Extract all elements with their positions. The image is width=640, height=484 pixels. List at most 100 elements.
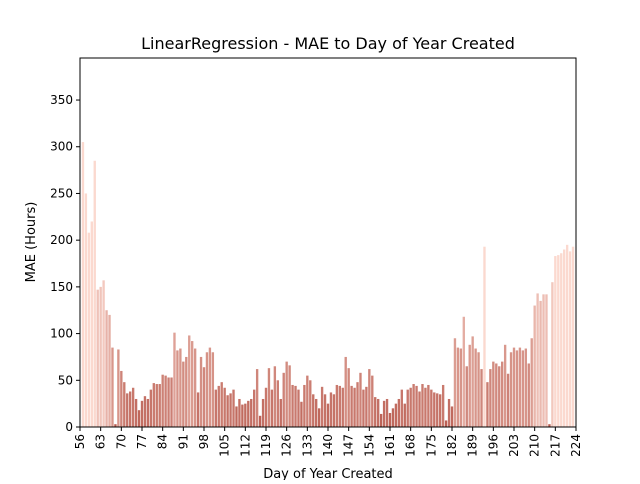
bar xyxy=(527,363,530,427)
bar xyxy=(444,420,448,427)
bar xyxy=(323,394,327,427)
x-tick-label: 203 xyxy=(507,434,521,457)
bar xyxy=(155,384,158,427)
bar xyxy=(114,424,117,427)
bar xyxy=(356,382,359,427)
bar xyxy=(123,382,126,427)
bar xyxy=(341,387,344,427)
bar xyxy=(347,368,350,427)
bar xyxy=(152,383,155,427)
bar xyxy=(436,393,439,427)
bar xyxy=(255,369,259,427)
x-tick-label: 161 xyxy=(383,434,397,457)
x-tick-label: 105 xyxy=(218,434,232,457)
bar xyxy=(394,403,398,427)
x-tick-label: 182 xyxy=(445,434,459,457)
bar xyxy=(273,366,277,427)
bar xyxy=(315,398,318,427)
x-tick-label: 224 xyxy=(569,434,583,457)
bar xyxy=(126,393,129,427)
bar xyxy=(439,394,442,427)
bar xyxy=(501,361,504,427)
bar xyxy=(353,387,356,427)
bar xyxy=(536,293,539,427)
y-tick-label: 100 xyxy=(50,327,73,341)
bar xyxy=(329,392,333,427)
bar xyxy=(164,375,167,427)
bar xyxy=(533,305,536,427)
bar xyxy=(317,408,321,427)
bar xyxy=(359,372,362,427)
bar xyxy=(489,369,492,427)
bar xyxy=(441,384,445,427)
bar xyxy=(503,344,507,427)
y-axis-label: MAE (Hours) xyxy=(24,202,39,283)
bar xyxy=(258,415,262,427)
bar xyxy=(415,385,418,427)
bar xyxy=(397,398,401,427)
bar xyxy=(486,382,489,427)
bar xyxy=(232,389,235,427)
bar xyxy=(571,246,575,427)
bar xyxy=(465,366,468,427)
bar xyxy=(267,368,271,427)
bar xyxy=(371,375,374,427)
bar xyxy=(202,367,206,427)
bar xyxy=(188,335,191,427)
bar xyxy=(379,413,383,427)
bar xyxy=(477,352,480,427)
bar xyxy=(102,280,105,427)
bar xyxy=(312,394,315,427)
bar xyxy=(412,384,415,427)
x-tick-label: 84 xyxy=(156,434,170,449)
bar xyxy=(294,385,297,427)
bar xyxy=(447,398,451,427)
y-tick-label: 150 xyxy=(50,280,73,294)
x-tick-label: 98 xyxy=(197,434,211,449)
x-tick-label: 168 xyxy=(404,434,418,457)
bar xyxy=(430,389,433,427)
bar xyxy=(191,341,194,427)
bar xyxy=(388,412,392,427)
x-tick-label: 56 xyxy=(73,434,87,449)
bar xyxy=(81,142,85,428)
bar xyxy=(424,387,427,427)
bar xyxy=(282,372,285,427)
bar xyxy=(300,401,303,427)
bar xyxy=(326,403,330,427)
bar xyxy=(309,380,312,427)
bar xyxy=(93,160,96,427)
bar xyxy=(137,410,141,427)
bar xyxy=(291,384,294,427)
bar xyxy=(506,373,510,427)
bar xyxy=(179,348,182,427)
bar xyxy=(338,385,341,427)
bar xyxy=(158,384,161,427)
x-tick-label: 126 xyxy=(280,434,294,457)
bar xyxy=(129,391,132,427)
bar xyxy=(111,347,114,427)
bar xyxy=(173,332,176,427)
bar xyxy=(131,387,135,427)
bar xyxy=(120,370,123,427)
bar xyxy=(229,393,232,427)
bar xyxy=(117,349,120,427)
bar xyxy=(253,389,256,427)
bar xyxy=(223,387,226,427)
bar xyxy=(247,400,250,427)
bar xyxy=(214,389,217,427)
bar xyxy=(545,294,548,427)
bar xyxy=(498,366,501,427)
y-tick-label: 0 xyxy=(65,420,73,434)
bar xyxy=(474,348,477,427)
bar xyxy=(146,398,150,427)
x-tick-label: 196 xyxy=(486,434,500,457)
bar xyxy=(238,398,241,427)
bar xyxy=(518,347,522,427)
y-tick-label: 300 xyxy=(50,140,73,154)
bar xyxy=(368,369,371,427)
bar xyxy=(512,347,516,427)
bar xyxy=(96,289,99,427)
bar xyxy=(471,336,474,427)
